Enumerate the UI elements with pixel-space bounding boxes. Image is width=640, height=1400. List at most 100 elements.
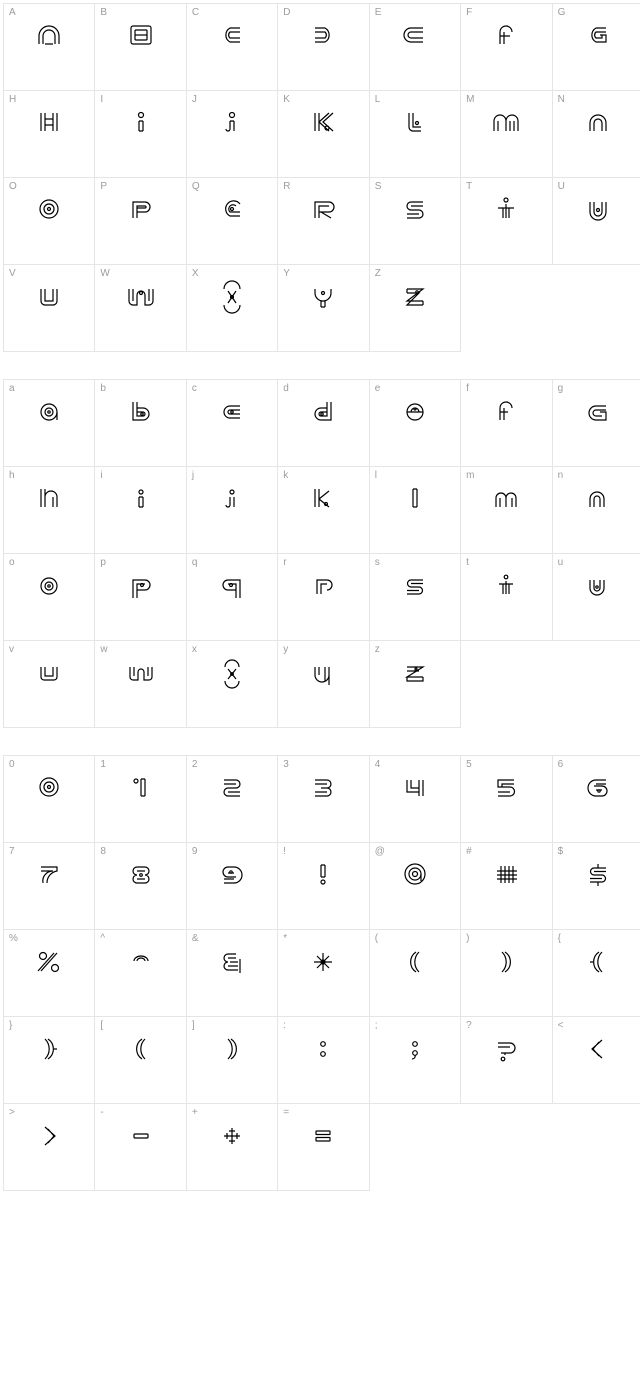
glyph-cell[interactable]: j xyxy=(186,466,278,554)
glyph-cell[interactable]: } xyxy=(3,1016,95,1104)
glyph-cell[interactable]: V xyxy=(3,264,95,352)
glyph-cell[interactable]: L xyxy=(369,90,461,178)
glyph-cell[interactable]: C xyxy=(186,3,278,91)
glyph-cell[interactable]: g xyxy=(552,379,640,467)
glyph-cell[interactable]: ) xyxy=(460,929,552,1017)
glyph-label: l xyxy=(375,470,377,481)
glyph-cell[interactable]: Q xyxy=(186,177,278,265)
glyph-cell[interactable]: B xyxy=(94,3,186,91)
glyph-cell[interactable]: Y xyxy=(277,264,369,352)
glyph-cell[interactable]: 1 xyxy=(94,755,186,843)
glyph-cell[interactable]: 0 xyxy=(3,755,95,843)
glyph-cell[interactable]: k xyxy=(277,466,369,554)
glyph-cell[interactable]: b xyxy=(94,379,186,467)
glyph-icon xyxy=(303,396,343,426)
glyph-cell[interactable]: > xyxy=(3,1103,95,1191)
glyph-cell[interactable]: $ xyxy=(552,842,640,930)
glyph-cell[interactable]: J xyxy=(186,90,278,178)
glyph-cell[interactable]: x xyxy=(186,640,278,728)
glyph-cell[interactable]: o xyxy=(3,553,95,641)
glyph-cell[interactable]: X xyxy=(186,264,278,352)
glyph-cell[interactable]: t xyxy=(460,553,552,641)
glyph-cell[interactable]: # xyxy=(460,842,552,930)
glyph-cell[interactable]: f xyxy=(460,379,552,467)
glyph-cell[interactable]: r xyxy=(277,553,369,641)
glyph-cell[interactable]: G xyxy=(552,3,640,91)
glyph-cell[interactable]: h xyxy=(3,466,95,554)
glyph-icon xyxy=(395,772,435,802)
glyph-cell[interactable]: c xyxy=(186,379,278,467)
glyph-cell[interactable]: s xyxy=(369,553,461,641)
glyph-cell[interactable]: : xyxy=(277,1016,369,1104)
glyph-cell[interactable]: N xyxy=(552,90,640,178)
glyph-cell[interactable]: [ xyxy=(94,1016,186,1104)
glyph-cell[interactable]: O xyxy=(3,177,95,265)
glyph-cell[interactable]: < xyxy=(552,1016,640,1104)
glyph-cell[interactable]: ! xyxy=(277,842,369,930)
glyph-cell[interactable]: n xyxy=(552,466,640,554)
glyph-cell[interactable]: v xyxy=(3,640,95,728)
glyph-cell[interactable]: e xyxy=(369,379,461,467)
glyph-cell[interactable]: 8 xyxy=(94,842,186,930)
glyph-cell[interactable]: l xyxy=(369,466,461,554)
glyph-cell[interactable]: 6 xyxy=(552,755,640,843)
glyph-label: d xyxy=(283,383,289,394)
glyph-cell[interactable]: W xyxy=(94,264,186,352)
glyph-cell[interactable]: Z xyxy=(369,264,461,352)
glyph-cell[interactable]: d xyxy=(277,379,369,467)
glyph-cell[interactable]: H xyxy=(3,90,95,178)
glyph-cell[interactable]: @ xyxy=(369,842,461,930)
glyph-cell[interactable]: ( xyxy=(369,929,461,1017)
glyph-cell[interactable]: ; xyxy=(369,1016,461,1104)
glyph-label: G xyxy=(558,7,566,18)
glyph-cell[interactable]: R xyxy=(277,177,369,265)
glyph-cell[interactable]: K xyxy=(277,90,369,178)
glyph-cell[interactable]: a xyxy=(3,379,95,467)
glyph-cell[interactable]: + xyxy=(186,1103,278,1191)
glyph-cell[interactable]: M xyxy=(460,90,552,178)
glyph-cell[interactable]: m xyxy=(460,466,552,554)
glyph-icon xyxy=(395,281,435,311)
glyph-icon xyxy=(578,772,618,802)
glyph-cell[interactable]: ^ xyxy=(94,929,186,1017)
glyph-icon xyxy=(395,570,435,600)
glyph-cell[interactable]: T xyxy=(460,177,552,265)
glyph-label: c xyxy=(192,383,197,394)
glyph-cell[interactable]: 2 xyxy=(186,755,278,843)
glyph-cell[interactable]: y xyxy=(277,640,369,728)
glyph-cell[interactable]: = xyxy=(277,1103,369,1191)
glyph-cell[interactable]: D xyxy=(277,3,369,91)
glyph-icon xyxy=(121,859,161,889)
glyph-cell[interactable]: 5 xyxy=(460,755,552,843)
glyph-icon xyxy=(303,946,343,976)
glyph-icon xyxy=(29,946,69,976)
glyph-cell[interactable]: ? xyxy=(460,1016,552,1104)
glyph-cell[interactable]: - xyxy=(94,1103,186,1191)
glyph-cell[interactable]: S xyxy=(369,177,461,265)
glyph-cell[interactable]: * xyxy=(277,929,369,1017)
glyph-cell[interactable]: ] xyxy=(186,1016,278,1104)
glyph-icon xyxy=(121,1033,161,1063)
glyph-cell[interactable]: p xyxy=(94,553,186,641)
glyph-cell[interactable]: w xyxy=(94,640,186,728)
glyph-cell[interactable]: % xyxy=(3,929,95,1017)
glyph-cell[interactable]: F xyxy=(460,3,552,91)
glyph-cell[interactable]: i xyxy=(94,466,186,554)
glyph-cell[interactable]: P xyxy=(94,177,186,265)
glyph-cell[interactable]: { xyxy=(552,929,640,1017)
glyph-cell[interactable]: E xyxy=(369,3,461,91)
glyph-cell[interactable]: 4 xyxy=(369,755,461,843)
glyph-cell[interactable]: u xyxy=(552,553,640,641)
glyph-icon xyxy=(29,1033,69,1063)
glyph-cell[interactable]: 9 xyxy=(186,842,278,930)
glyph-cell[interactable]: q xyxy=(186,553,278,641)
glyph-cell[interactable]: 7 xyxy=(3,842,95,930)
glyph-cell[interactable]: 3 xyxy=(277,755,369,843)
glyph-cell[interactable]: z xyxy=(369,640,461,728)
glyph-cell[interactable]: & xyxy=(186,929,278,1017)
glyph-label: Y xyxy=(283,268,290,279)
glyph-cell[interactable]: U xyxy=(552,177,640,265)
glyph-cell[interactable]: A xyxy=(3,3,95,91)
glyph-cell[interactable]: I xyxy=(94,90,186,178)
glyph-label: P xyxy=(100,181,107,192)
